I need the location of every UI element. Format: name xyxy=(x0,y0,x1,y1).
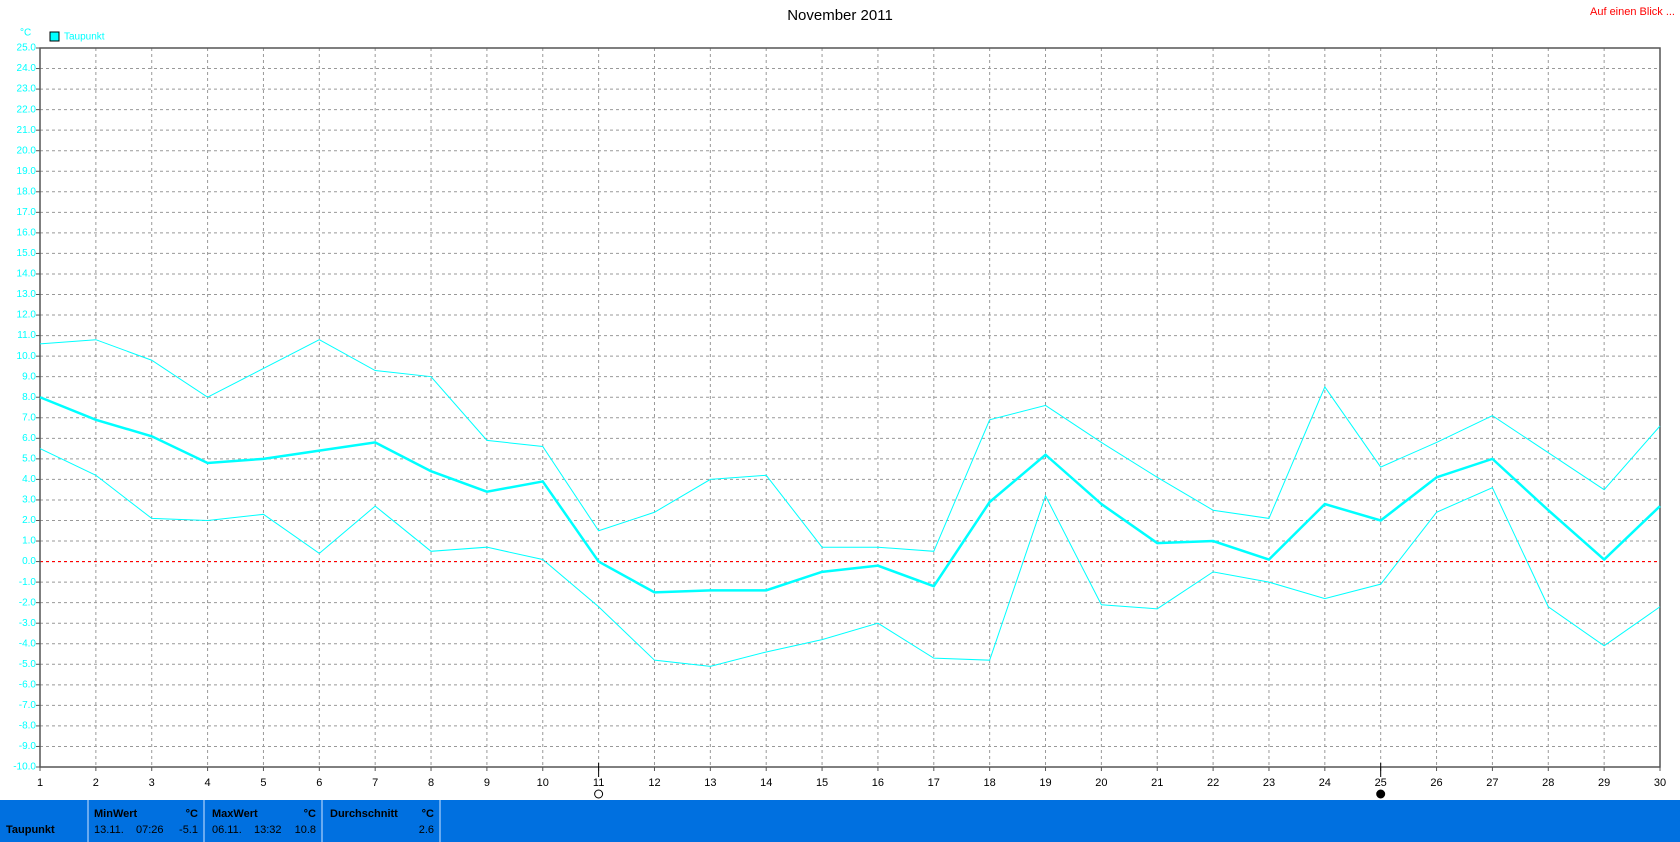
stats-label: MaxWert xyxy=(212,808,258,820)
y-tick-label: 21.0 xyxy=(17,125,37,136)
y-tick-label: -4.0 xyxy=(19,638,37,649)
moon-phase xyxy=(594,789,604,799)
x-tick-label: 16 xyxy=(872,777,884,789)
y-tick-label: -10.0 xyxy=(13,762,36,773)
y-tick-label: 13.0 xyxy=(17,289,37,300)
x-tick-label: 11 xyxy=(593,777,604,789)
chart-title: November 2011 xyxy=(787,7,893,24)
y-tick-label: -7.0 xyxy=(19,700,37,711)
stats-time: 07:26 xyxy=(136,824,164,836)
x-tick-label: 12 xyxy=(648,777,660,789)
x-tick-label: 7 xyxy=(372,777,378,789)
x-tick-label: 5 xyxy=(260,777,266,789)
stats-value: 10.8 xyxy=(295,824,316,836)
series-line xyxy=(39,396,1661,594)
y-tick-label: -5.0 xyxy=(19,659,37,670)
x-tick-label: 1 xyxy=(37,777,43,789)
x-tick-label: 22 xyxy=(1207,777,1219,789)
x-tick-label: 8 xyxy=(428,777,434,789)
stats-label: MinWert xyxy=(94,808,138,820)
x-tick-label: 9 xyxy=(484,777,490,789)
y-unit: °C xyxy=(20,28,31,39)
y-tick-label: -8.0 xyxy=(19,721,37,732)
x-tick-label: 21 xyxy=(1151,777,1163,789)
y-tick-label: 14.0 xyxy=(17,269,37,280)
plot-border xyxy=(39,47,1661,768)
series-line xyxy=(39,339,1661,552)
y-tick-label: 24.0 xyxy=(17,63,37,74)
x-tick-label: 25 xyxy=(1375,777,1387,789)
x-tick-label: 13 xyxy=(704,777,716,789)
stats-label: Durchschnitt xyxy=(330,808,398,820)
x-tick-label: 28 xyxy=(1542,777,1554,789)
y-tick-label: 15.0 xyxy=(17,248,37,259)
x-tick-label: 23 xyxy=(1263,777,1275,789)
y-tick-label: 1.0 xyxy=(22,536,36,547)
x-tick-label: 3 xyxy=(149,777,155,789)
y-tick-label: 4.0 xyxy=(22,474,36,485)
stats-date: 13.11. xyxy=(94,824,124,836)
y-tick-label: 2.0 xyxy=(22,515,36,526)
x-tick-label: 20 xyxy=(1095,777,1107,789)
y-tick-label: -6.0 xyxy=(19,679,37,690)
y-tick-label: 8.0 xyxy=(22,392,36,403)
stats-row-label: Taupunkt xyxy=(6,824,55,836)
y-tick-label: 11.0 xyxy=(17,330,36,341)
x-tick-label: 29 xyxy=(1598,777,1610,789)
moon-phase xyxy=(1376,789,1386,799)
x-tick-label: 6 xyxy=(316,777,322,789)
x-tick-label: 4 xyxy=(205,777,211,789)
y-tick-label: 9.0 xyxy=(22,371,36,382)
header-link[interactable]: Auf einen Blick ... xyxy=(1590,6,1675,18)
stats-unit: °C xyxy=(186,808,198,820)
y-tick-label: 23.0 xyxy=(17,84,37,95)
y-tick-label: -2.0 xyxy=(19,597,37,608)
x-tick-label: 17 xyxy=(928,777,940,789)
x-tick-label: 15 xyxy=(816,777,828,789)
y-tick-label: -1.0 xyxy=(19,577,37,588)
y-tick-label: 0.0 xyxy=(22,556,36,567)
x-tick-label: 18 xyxy=(984,777,996,789)
y-tick-label: 12.0 xyxy=(17,310,37,321)
y-tick-label: -3.0 xyxy=(19,618,37,629)
x-tick-label: 2 xyxy=(93,777,99,789)
y-tick-label: 20.0 xyxy=(17,145,37,156)
x-tick-label: 30 xyxy=(1654,777,1666,789)
stats-date: 06.11. xyxy=(212,824,242,836)
series-line xyxy=(39,448,1661,667)
stats-unit: °C xyxy=(304,808,316,820)
y-tick-label: 22.0 xyxy=(17,104,37,115)
legend-swatch xyxy=(49,31,60,42)
stats-value: 2.6 xyxy=(419,824,434,836)
stats-bar xyxy=(0,800,1680,842)
stats-unit: °C xyxy=(422,808,434,820)
legend-label: Taupunkt xyxy=(64,32,105,43)
y-tick-label: 25.0 xyxy=(17,43,37,54)
y-tick-label: 3.0 xyxy=(22,495,36,506)
stats-value: -5.1 xyxy=(179,824,198,836)
y-tick-label: 6.0 xyxy=(22,433,36,444)
y-tick-label: 5.0 xyxy=(22,453,36,464)
x-tick-label: 26 xyxy=(1430,777,1442,789)
x-tick-label: 10 xyxy=(537,777,549,789)
y-tick-label: 10.0 xyxy=(17,351,37,362)
x-tick-label: 24 xyxy=(1319,777,1331,789)
y-tick-label: 18.0 xyxy=(17,186,37,197)
x-tick-label: 19 xyxy=(1039,777,1051,789)
y-tick-label: 7.0 xyxy=(22,412,36,423)
y-tick-label: -9.0 xyxy=(19,741,37,752)
y-tick-label: 19.0 xyxy=(17,166,37,177)
x-tick-label: 14 xyxy=(760,777,772,789)
x-tick-label: 27 xyxy=(1486,777,1498,789)
y-tick-label: 17.0 xyxy=(17,207,37,218)
y-tick-label: 16.0 xyxy=(17,228,37,239)
stats-time: 13:32 xyxy=(254,824,282,836)
